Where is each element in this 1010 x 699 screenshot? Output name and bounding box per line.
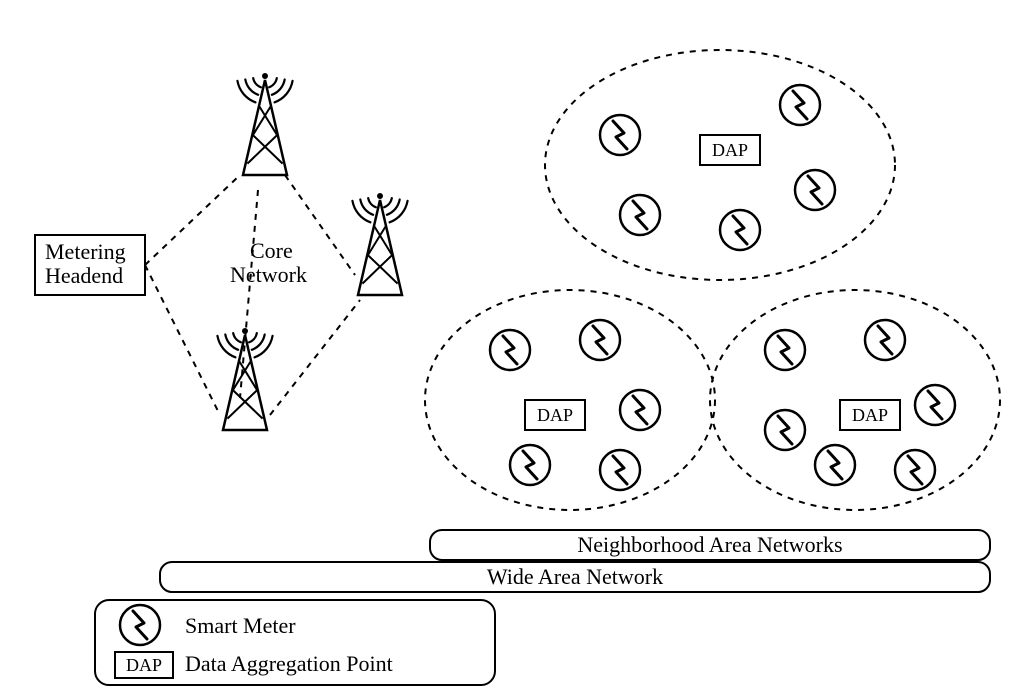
tower-top (237, 73, 292, 175)
cluster-right-meter-0 (765, 330, 805, 370)
cluster-right-meter-2 (765, 410, 805, 450)
cluster-top-meter-3 (780, 85, 820, 125)
wan-bar-label: Wide Area Network (487, 564, 663, 589)
cluster-right-meter-3 (915, 385, 955, 425)
tower-bottom (217, 328, 272, 430)
nan-bar-label: Neighborhood Area Networks (577, 532, 842, 557)
cluster-right: DAP (710, 290, 1000, 510)
tower-right (352, 193, 407, 295)
cluster-left-meter-2 (620, 390, 660, 430)
cluster-left-meter-0 (490, 330, 530, 370)
core-network-label-1: Core (250, 238, 293, 263)
core-network-label-2: Network (230, 262, 307, 287)
cluster-left: DAP (425, 290, 715, 510)
cluster-right-dap-label: DAP (852, 405, 888, 425)
cluster-top-meter-2 (720, 210, 760, 250)
core-link-0 (145, 175, 240, 265)
cluster-left-meter-4 (600, 450, 640, 490)
cluster-left-dap-label: DAP (537, 405, 573, 425)
cluster-right-meter-4 (815, 445, 855, 485)
cluster-top-meter-0 (600, 115, 640, 155)
legend-dap-label: Data Aggregation Point (185, 651, 393, 676)
legend: Smart Meter DAP Data Aggregation Point (95, 600, 495, 685)
cluster-left-meter-1 (580, 320, 620, 360)
cluster-top-dap-label: DAP (712, 140, 748, 160)
core-link-1 (145, 265, 220, 415)
legend-smart-meter-icon (120, 605, 160, 645)
core-link-2 (285, 175, 355, 275)
legend-smart-meter-label: Smart Meter (185, 613, 296, 638)
cluster-top-meter-4 (795, 170, 835, 210)
metering-headend-label-2: Headend (45, 263, 123, 288)
legend-dap-box-label: DAP (126, 655, 162, 675)
cluster-right-meter-1 (865, 320, 905, 360)
core-link-3 (270, 300, 360, 415)
cluster-right-meter-5 (895, 450, 935, 490)
cluster-left-meter-3 (510, 445, 550, 485)
cluster-top: DAP (545, 50, 895, 280)
metering-headend-box: MeteringHeadend (35, 235, 145, 295)
metering-headend-label-1: Metering (45, 239, 126, 264)
cluster-top-meter-1 (620, 195, 660, 235)
